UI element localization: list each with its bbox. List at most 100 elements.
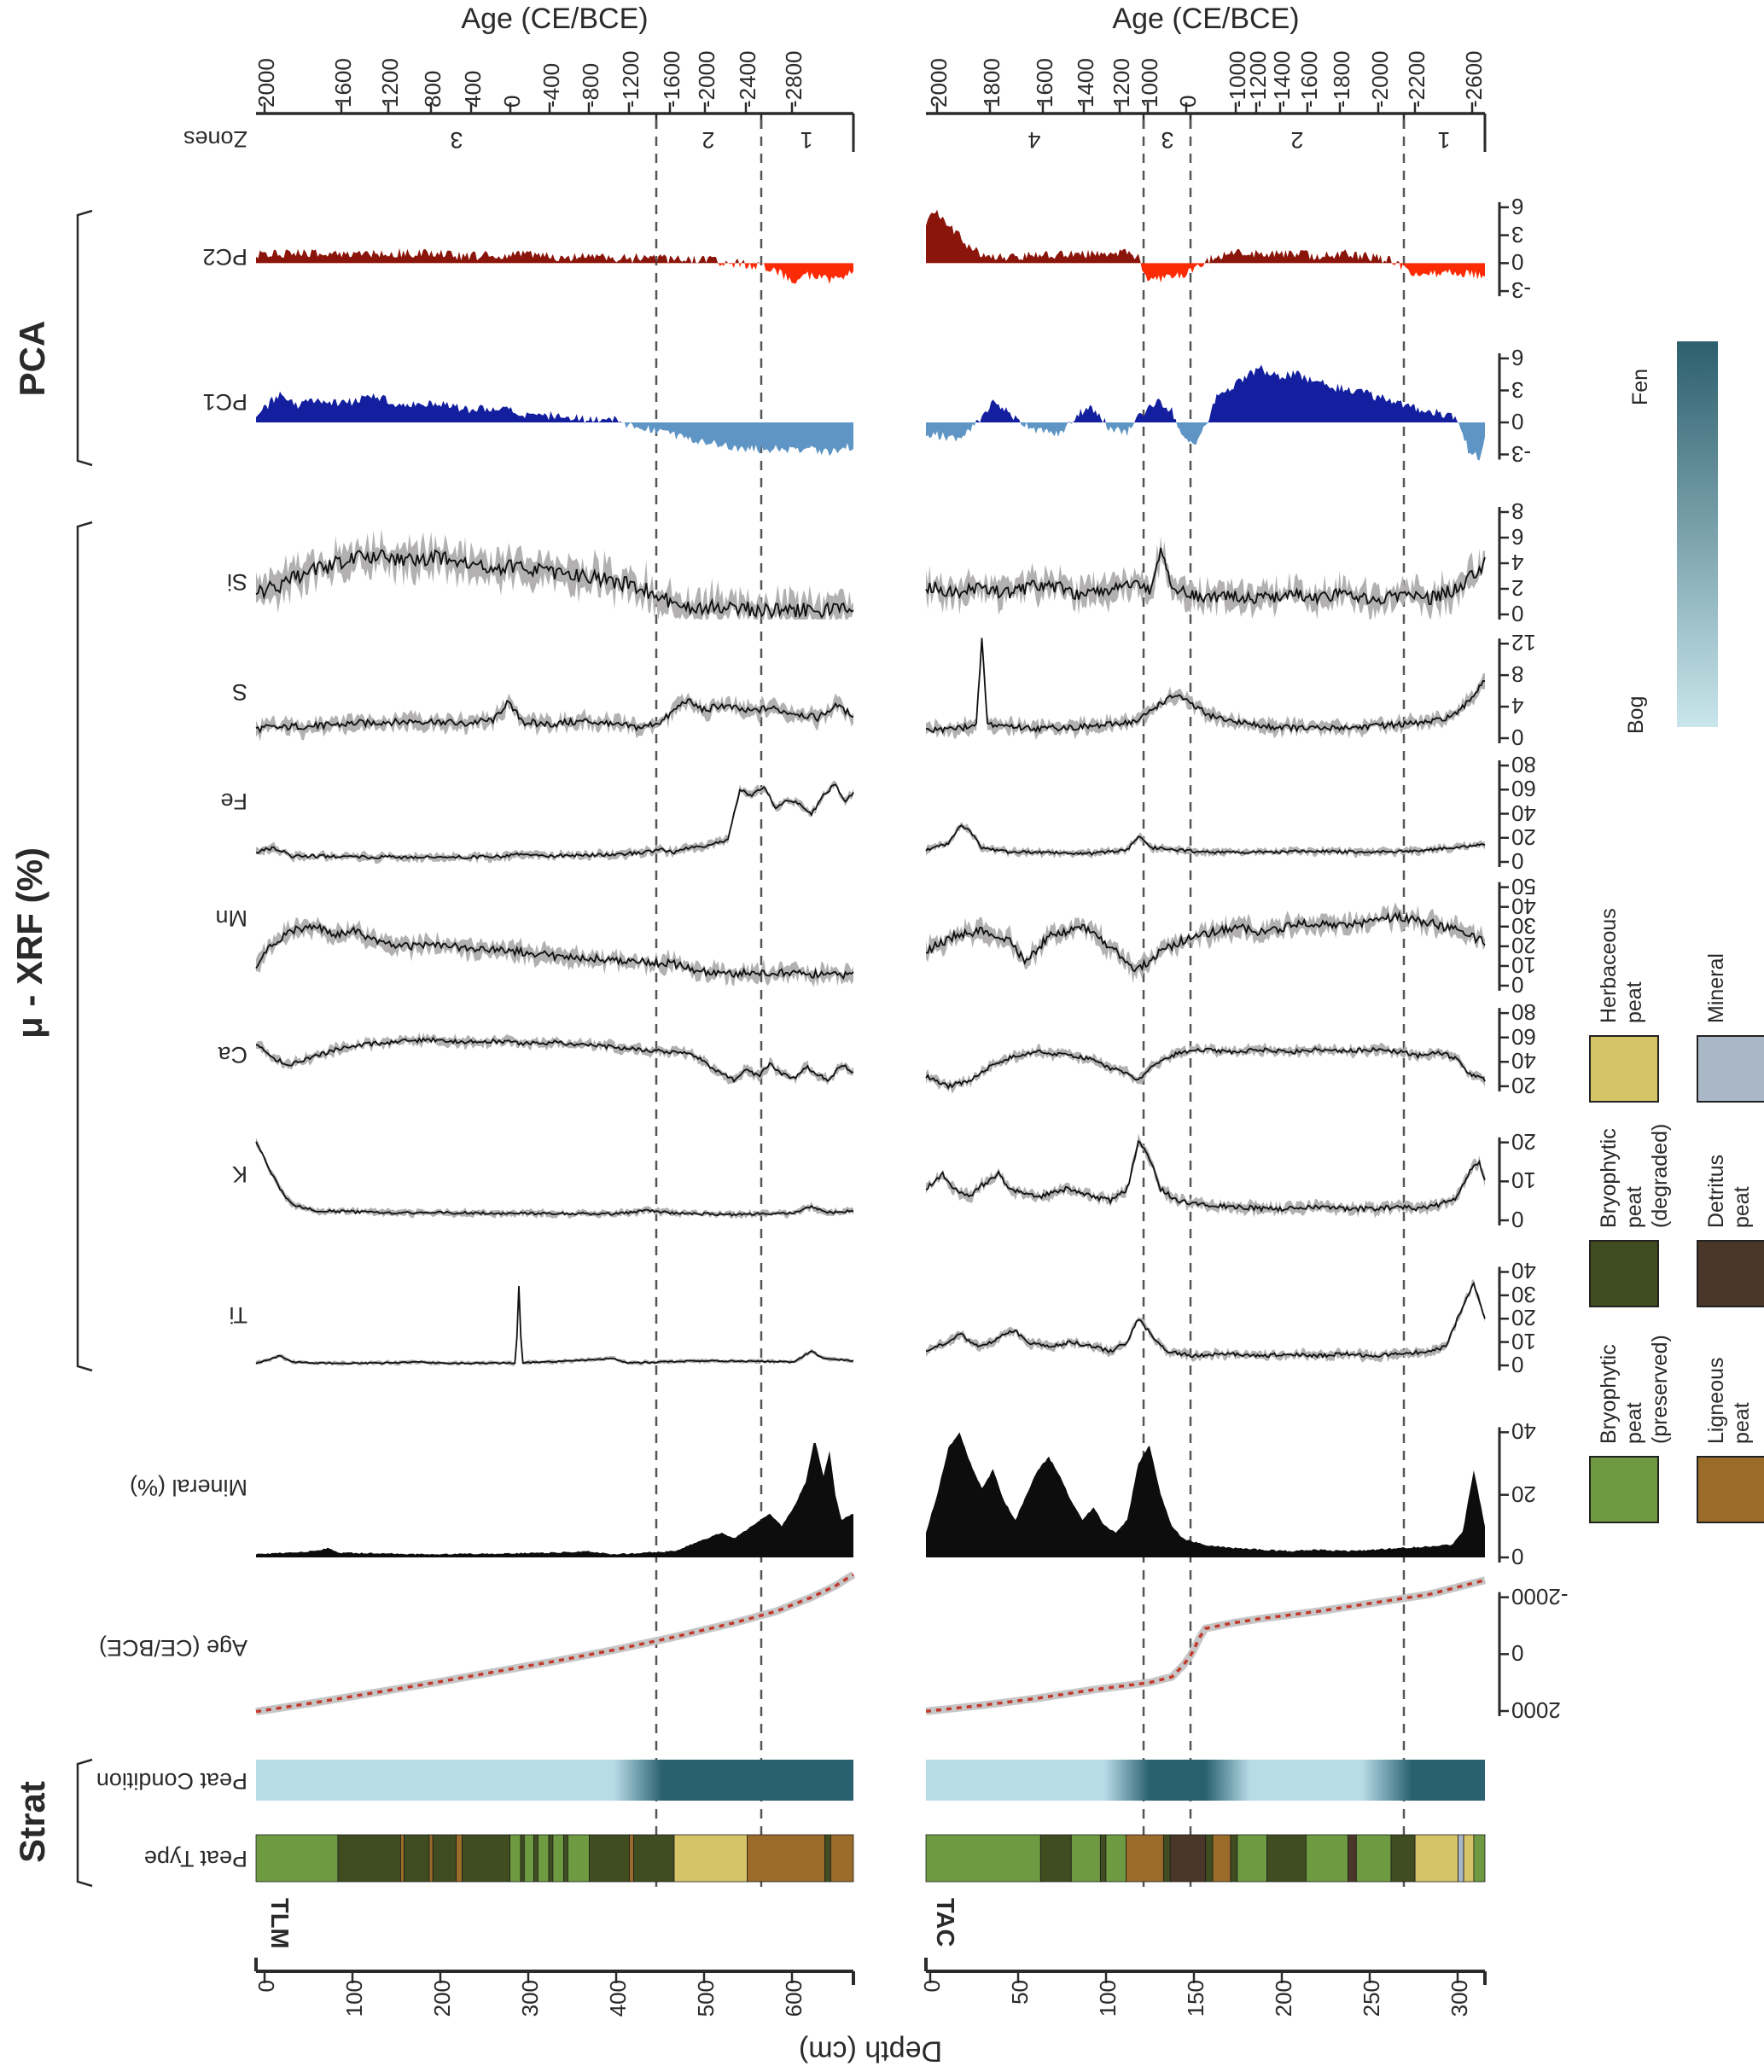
peat-type-segment	[1105, 1834, 1127, 1883]
pc1-negative-fill	[256, 422, 853, 457]
legend-label-line: peat	[1730, 1186, 1754, 1228]
zone-label: 3	[1161, 127, 1174, 153]
value-tick-label: 40	[1511, 800, 1536, 826]
age-tick-label: -2200	[1404, 50, 1429, 108]
age-tick-label: 1800	[979, 58, 1004, 108]
value-tick-label: 6	[1511, 524, 1524, 550]
value-tick-label: 80	[1511, 752, 1536, 778]
mn-line	[925, 911, 1486, 973]
legend-label-line: Bryophytic	[1597, 1344, 1621, 1444]
k-line	[925, 1139, 1486, 1213]
depth-tick-label: 200	[1271, 1980, 1296, 2017]
peat-type-segment	[1306, 1834, 1348, 1883]
peat-type-segment	[1390, 1834, 1416, 1883]
si-band	[256, 528, 853, 620]
peat-type-segment	[1237, 1834, 1267, 1883]
zone-label: 1	[1437, 127, 1451, 153]
zone-label: 1	[800, 127, 813, 153]
age-tick-label: 2000	[253, 58, 279, 108]
age-tick-label: -1800	[1329, 50, 1354, 108]
pc2-positive-fill	[926, 209, 1400, 264]
value-tick-label: 3	[1511, 376, 1524, 403]
pc2-negative-fill	[256, 263, 853, 284]
depth-tick-label: 600	[781, 1980, 806, 2017]
peat-type-segment	[1205, 1834, 1214, 1883]
age-tick-label: -2000	[694, 50, 719, 108]
value-tick-label: -3	[1511, 277, 1532, 304]
age-tick-label: -1200	[618, 50, 643, 108]
fe-label: Fe	[220, 789, 247, 814]
value-tick-label: 20	[1511, 1128, 1536, 1155]
peat-type-segment	[1230, 1834, 1238, 1883]
value-tick-label: 20	[1511, 824, 1536, 850]
value-tick-label: 2000	[1511, 1697, 1561, 1723]
age-tick-label: -800	[578, 62, 603, 108]
peat-type-segment	[337, 1834, 401, 1883]
s-line	[255, 698, 854, 734]
peat-type-segment	[509, 1834, 521, 1883]
peat-type-segment	[462, 1834, 510, 1883]
age-tick-label: 1600	[1032, 58, 1057, 108]
value-tick-label: 10	[1511, 1167, 1536, 1194]
depth-axis-title: Depth (cm)	[798, 2034, 943, 2068]
depth-tick-label: 0	[253, 1980, 279, 1993]
zone-label: 3	[450, 127, 463, 153]
legend-fen-label: Fen	[1628, 368, 1652, 405]
value-tick-label: -3	[1511, 440, 1532, 467]
strat-group-label: Strat	[12, 1781, 52, 1863]
age-tick-label: 0	[1175, 95, 1201, 108]
age-model-uncertainty	[255, 1571, 856, 1716]
type-label: Peat Type	[143, 1846, 247, 1871]
peat-type-segment	[533, 1834, 539, 1883]
s-band	[926, 637, 1485, 741]
ti-band	[926, 1278, 1485, 1363]
age-tick-label: 1000	[1137, 58, 1162, 108]
legend-label-line: Bryophytic	[1597, 1128, 1621, 1228]
peat-type-segment	[747, 1834, 825, 1883]
peat-type-segment	[255, 1834, 339, 1883]
fen-bog-colorbar	[1677, 341, 1718, 727]
value-tick-label: 6	[1511, 345, 1524, 370]
value-tick-label: 6	[1511, 193, 1524, 219]
ca-line	[925, 1046, 1486, 1090]
value-tick-label: 2	[1511, 575, 1524, 601]
age-tick-label: 800	[420, 70, 445, 108]
pc2-negative-fill	[926, 263, 1485, 283]
peat-type-segment	[428, 1834, 434, 1883]
value-tick-label: 3	[1511, 221, 1524, 247]
mn-band	[256, 917, 853, 987]
peat-type-segment	[563, 1834, 568, 1883]
value-tick-label: 40	[1511, 1048, 1536, 1074]
value-tick-label: 60	[1511, 1023, 1536, 1050]
ca-label: Ca	[218, 1042, 247, 1068]
condition-label: Peat Condition	[96, 1768, 247, 1794]
peat-condition-strip	[926, 1760, 1485, 1801]
age-tick-label: 2000	[926, 58, 952, 108]
legend-label-line: Ligneous	[1704, 1357, 1728, 1444]
peat-type-segment	[538, 1834, 550, 1883]
age-tick-label: -2600	[1461, 50, 1487, 108]
peat-type-segment	[629, 1834, 634, 1883]
legend-swatch-lig	[1697, 1456, 1764, 1523]
legend-label-line: peat	[1730, 1402, 1754, 1444]
legend-bog-label: Bog	[1624, 696, 1648, 734]
peat-type-segment	[925, 1834, 1041, 1883]
peat-type-segment	[1162, 1834, 1171, 1883]
peat-type-segment	[1169, 1834, 1206, 1883]
k-band	[256, 1138, 853, 1219]
depth-tick-label: 100	[1095, 1980, 1121, 2017]
depth-tick-label: 50	[1007, 1980, 1033, 2005]
age-tick-label: 1400	[1073, 58, 1098, 108]
value-tick-label: 40	[1511, 1418, 1536, 1445]
peat-type-segment	[404, 1834, 430, 1883]
age-tick-label: 1200	[1109, 58, 1134, 108]
peat-type-segment	[523, 1834, 534, 1883]
peat-type-segment	[824, 1834, 831, 1883]
depth-tick-label: 400	[605, 1980, 631, 2017]
value-tick-label: 60	[1511, 776, 1536, 802]
age-model-curve	[255, 1573, 854, 1714]
peat-type-segment	[1458, 1834, 1464, 1883]
peat-type-segment	[673, 1834, 748, 1883]
si-band	[926, 536, 1485, 620]
ti-line	[925, 1281, 1486, 1359]
